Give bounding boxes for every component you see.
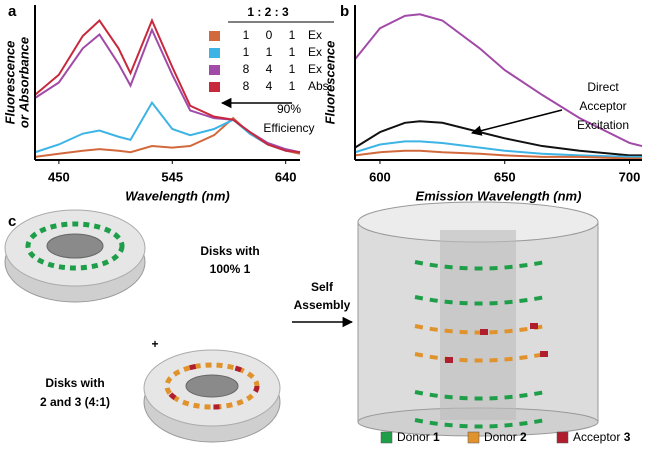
legend-ratio: 1 xyxy=(243,45,250,59)
panel-label: b xyxy=(340,3,349,20)
panel-label: c xyxy=(8,213,16,230)
legend-swatch xyxy=(468,432,479,443)
disk-label: Disks with xyxy=(200,244,259,258)
text-part: 1 xyxy=(433,430,440,444)
legend-ratio: 8 xyxy=(243,79,250,93)
text-part: 2 xyxy=(520,430,527,444)
annotation-arrow xyxy=(472,110,562,133)
disk-label: 100% 1 xyxy=(210,262,251,276)
legend-swatch xyxy=(209,48,220,58)
legend-swatch xyxy=(209,31,220,41)
x-tick-label: 640 xyxy=(275,169,297,184)
text-part: Donor xyxy=(397,430,430,444)
legend-entry: Acceptor 3 xyxy=(573,430,631,444)
x-axis-label: Emission Wavelength (nm) xyxy=(416,188,582,203)
arrow-label: Self xyxy=(311,280,334,294)
arrow-label: Assembly xyxy=(294,298,351,312)
annotation: Acceptor xyxy=(579,99,626,113)
annotation: 90% xyxy=(277,102,301,116)
legend-swatch xyxy=(209,65,220,75)
x-tick-label: 600 xyxy=(369,169,391,184)
text-part: 3 xyxy=(624,430,631,444)
y-axis-label: Fluorescence xyxy=(322,41,337,125)
legend-entry: Donor 1 xyxy=(397,430,440,444)
legend-mode: Ex xyxy=(308,28,322,42)
text-part: Acceptor xyxy=(573,430,620,444)
legend-ratio: 1 xyxy=(289,28,296,42)
legend-swatch xyxy=(209,82,220,92)
legend-ratio: 0 xyxy=(266,28,273,42)
annotation: Excitation xyxy=(577,118,629,132)
legend-ratio: 1 xyxy=(266,45,273,59)
legend-ratio: 1 xyxy=(289,62,296,76)
legend-mode: Ex xyxy=(308,45,322,59)
legend-ratio: 1 xyxy=(289,79,296,93)
legend-swatch xyxy=(557,432,568,443)
x-tick-label: 450 xyxy=(48,169,70,184)
legend-swatch xyxy=(381,432,392,443)
legend-mode: Ex xyxy=(308,62,322,76)
disk-label: Disks with xyxy=(45,376,104,390)
disk-label: 2 and 3 (4:1) xyxy=(40,395,110,409)
legend-ratio: 8 xyxy=(243,62,250,76)
x-axis-label: Wavelength (nm) xyxy=(125,188,230,203)
x-tick-label: 700 xyxy=(619,169,641,184)
annotation: Direct xyxy=(587,80,619,94)
legend-entry: Donor 2 xyxy=(484,430,527,444)
x-tick-label: 545 xyxy=(161,169,183,184)
text-part: Donor xyxy=(484,430,517,444)
annotation: Efficiency xyxy=(263,121,314,135)
legend-header: 1 : 2 : 3 xyxy=(247,5,289,19)
y-axis-label: Fluorescence xyxy=(2,41,17,125)
y-axis-label: or Absorbance xyxy=(16,37,31,128)
plus: + xyxy=(151,337,158,351)
legend-ratio: 1 xyxy=(243,28,250,42)
x-tick-label: 650 xyxy=(494,169,516,184)
panel-label: a xyxy=(8,3,17,20)
figure: aFluorescenceor Absorbance450545640Wavel… xyxy=(0,0,654,454)
series-line xyxy=(35,103,300,153)
legend-ratio: 4 xyxy=(266,79,273,93)
legend-ratio: 4 xyxy=(266,62,273,76)
series-line xyxy=(35,21,300,153)
legend-ratio: 1 xyxy=(289,45,296,59)
